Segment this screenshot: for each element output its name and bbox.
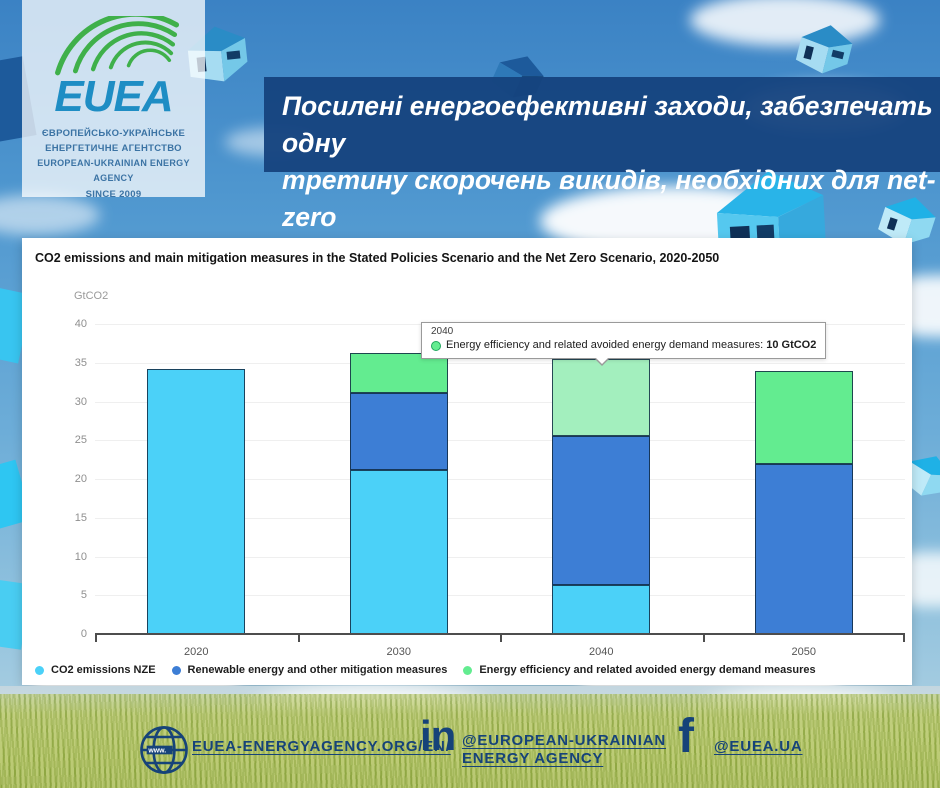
- tooltip-label: Energy efficiency and related avoided en…: [446, 339, 817, 351]
- bar-2040-segment-2[interactable]: [552, 358, 651, 437]
- bar-2050: [754, 370, 853, 634]
- gridline-10: [95, 556, 905, 558]
- facebook-link[interactable]: @EUEA.UA: [714, 738, 803, 755]
- footer: www. EUEA-ENERGYAGENCY.ORG/EN/ in @EUROP…: [0, 686, 940, 788]
- y-tick-label-40: 40: [74, 318, 87, 330]
- cloud: [0, 195, 100, 235]
- bar-2050-segment-2[interactable]: [754, 370, 853, 464]
- legend-dot-icon: [171, 665, 181, 675]
- legend-dot-icon: [463, 665, 473, 675]
- chart-card: CO2 emissions and main mitigation measur…: [22, 238, 912, 685]
- legend-item-0[interactable]: CO2 emissions NZE: [35, 664, 156, 676]
- globe-www-icon: www.: [140, 726, 188, 774]
- y-tick-label-15: 15: [74, 511, 87, 524]
- gridline-25: [95, 440, 905, 442]
- headline-banner: Посилені енергоефективні заходи, забезпе…: [264, 77, 940, 232]
- logo-subtitle: ЄВРОПЕЙСЬКО-УКРАЇНСЬКЕ ЕНЕРГЕТИЧНЕ АГЕНТ…: [22, 126, 205, 202]
- legend-label: CO2 emissions NZE: [51, 664, 156, 676]
- facebook-icon[interactable]: f: [678, 710, 694, 763]
- tooltip-category: 2040: [431, 326, 454, 337]
- gridline-30: [95, 401, 905, 403]
- gridline-5: [95, 595, 905, 597]
- logo-line-ua-2: ЕНЕРГЕТИЧНЕ АГЕНТСТВО: [45, 143, 182, 154]
- bar-2020: [147, 368, 246, 634]
- logo-line-en: EUROPEAN-UKRAINIAN ENERGY AGENCY: [37, 158, 190, 183]
- y-tick-label-0: 0: [80, 628, 87, 640]
- legend-dot-icon: [35, 665, 44, 675]
- linkedin-link[interactable]: @EUROPEAN-UKRAINIAN ENERGY AGENCY: [462, 732, 666, 768]
- logo-card: EUEA ЄВРОПЕЙСЬКО-УКРАЇНСЬКЕ ЕНЕРГЕТИЧНЕ …: [22, 0, 205, 200]
- bar-2030-segment-1[interactable]: [349, 392, 448, 470]
- y-tick-label-20: 20: [74, 473, 87, 485]
- headline-line-1: Посилені енергоефективні заходи, забезпе…: [282, 91, 933, 158]
- linkedin-handle-line-1[interactable]: @EUROPEAN-UKRAINIAN: [462, 732, 666, 749]
- bar-2040-segment-1[interactable]: [552, 436, 651, 586]
- chart-legend: CO2 emissions NZE Renewable energy and ot…: [35, 664, 816, 676]
- bar-2030: [349, 353, 448, 634]
- headline-line-2: третину скорочень викидів, необхідних дл…: [282, 165, 936, 232]
- legend-label: Renewable energy and other mitigation me…: [187, 664, 448, 676]
- x-tick-label-2020: 2020: [184, 646, 209, 658]
- y-tick-label-10: 10: [74, 550, 87, 563]
- linkedin-icon[interactable]: in: [420, 712, 456, 759]
- x-axis-tick-0: [95, 635, 97, 642]
- x-tick-label-2050: 2050: [791, 646, 816, 658]
- x-axis-line: [95, 633, 905, 635]
- x-axis-tick-4: [903, 635, 905, 642]
- linkedin-handle-line-2[interactable]: ENERGY AGENCY: [462, 750, 604, 767]
- y-tick-label-35: 35: [74, 356, 87, 369]
- y-tick-label-5: 5: [80, 589, 87, 602]
- bar-2030-segment-0[interactable]: [349, 469, 448, 634]
- bar-2040-segment-0[interactable]: [552, 585, 651, 634]
- website-link[interactable]: EUEA-ENERGYAGENCY.ORG/EN/: [192, 738, 451, 755]
- bar-2050-segment-1[interactable]: [754, 463, 853, 634]
- euea-logo-arcs-icon: [55, 16, 180, 76]
- euea-wordmark: EUEA: [54, 72, 173, 121]
- gridline-15: [95, 517, 905, 519]
- gridline-35: [95, 362, 905, 364]
- plot-area: 0 5 10 15 20 25 30 35 40 2020 2030 2040 2050: [75, 318, 905, 658]
- y-tick-label-30: 30: [74, 395, 87, 408]
- cloud: [690, 0, 880, 46]
- legend-item-1[interactable]: Renewable energy and other mitigation me…: [171, 664, 448, 676]
- x-tick-label-2040: 2040: [589, 646, 614, 658]
- floating-house-icon: [878, 197, 936, 245]
- logo-line-ua-1: ЄВРОПЕЙСЬКО-УКРАЇНСЬКЕ: [41, 128, 186, 139]
- x-tick-label-2030: 2030: [386, 646, 411, 658]
- floating-house-icon: [795, 25, 853, 74]
- tooltip-value: 10 GtCO2: [766, 339, 817, 351]
- bar-2040: [552, 358, 651, 634]
- legend-item-2[interactable]: Energy efficiency and related avoided en…: [463, 664, 816, 676]
- chart-title: CO2 emissions and main mitigation measur…: [35, 251, 720, 265]
- svg-text:www.: www.: [147, 748, 166, 755]
- y-axis-unit-label: GtCO2: [74, 290, 109, 302]
- bar-2020-segment-0[interactable]: [147, 368, 246, 634]
- x-axis-tick-1: [297, 635, 300, 642]
- logo-line-since: SINCE 2009: [85, 189, 142, 200]
- x-axis-tick-3: [702, 635, 705, 642]
- legend-label: Energy efficiency and related avoided en…: [479, 664, 816, 676]
- x-axis-tick-2: [500, 635, 502, 642]
- chart-tooltip: 2040 Energy efficiency and related avoid…: [421, 322, 827, 366]
- bar-2030-segment-2[interactable]: [349, 353, 448, 393]
- y-tick-label-25: 25: [74, 434, 87, 447]
- tooltip-series-marker-icon: [431, 340, 441, 351]
- gridline-20: [95, 479, 905, 480]
